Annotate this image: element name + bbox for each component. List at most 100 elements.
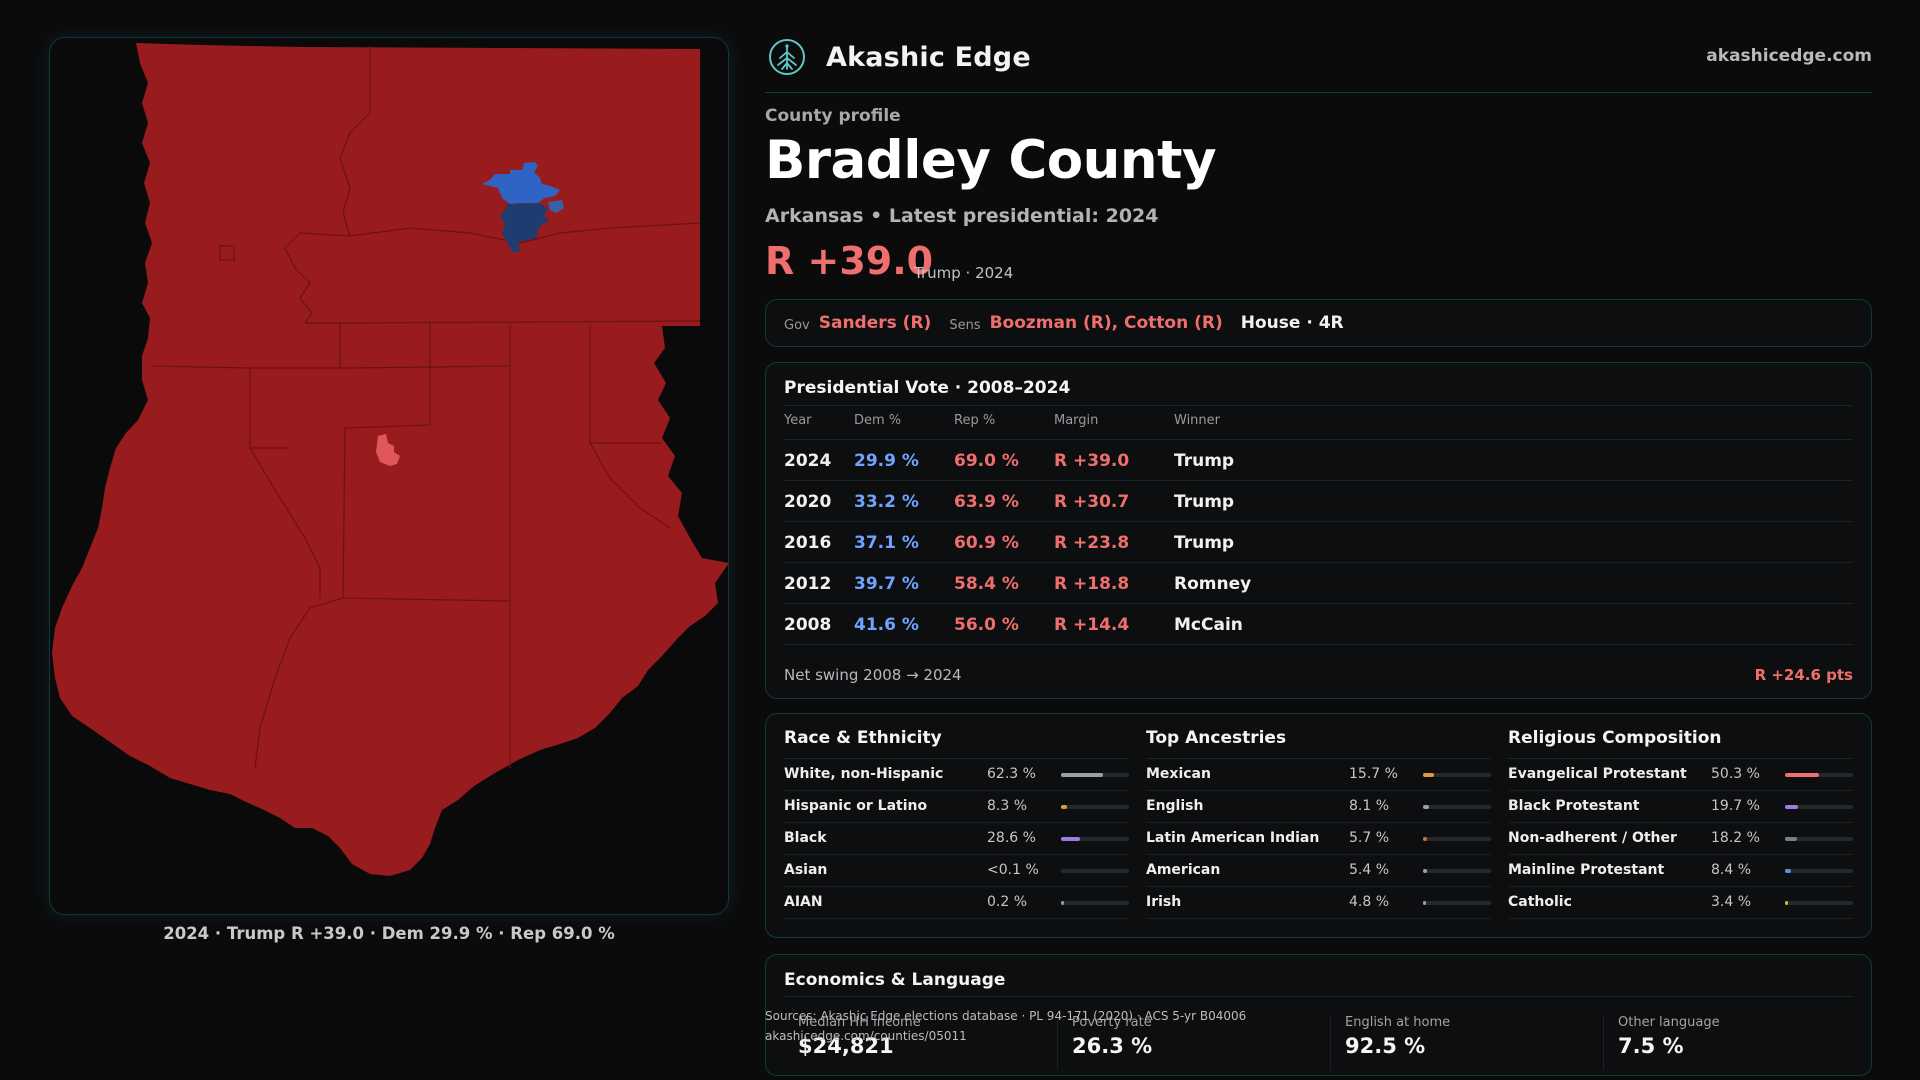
page-subtitle: Arkansas • Latest presidential: 2024	[765, 205, 1159, 227]
county-map[interactable]	[49, 37, 729, 915]
cell-dem: 33.2 %	[854, 492, 919, 512]
divider	[784, 439, 1853, 440]
bar-fill	[1785, 837, 1797, 841]
table-row[interactable]: 2012 39.7 % 58.4 % R +18.8 Romney	[784, 563, 1853, 604]
item-value: 62.3 %	[987, 766, 1036, 782]
item-label: Catholic	[1508, 894, 1572, 910]
metric-label: Other language	[1618, 1015, 1720, 1030]
sources-footnote: Sources: Akashic Edge elections database…	[765, 1006, 1246, 1046]
cell-year: 2016	[784, 533, 832, 553]
brand-url-link[interactable]: akashicedge.com	[1706, 46, 1872, 66]
dem-precincts[interactable]	[482, 162, 564, 252]
bar-fill	[1423, 837, 1427, 841]
list-item[interactable]: Catholic 3.4 %	[1508, 887, 1853, 919]
divider	[784, 758, 1129, 759]
cell-rep: 60.9 %	[954, 533, 1019, 553]
cell-year: 2012	[784, 574, 832, 594]
cell-rep: 63.9 %	[954, 492, 1019, 512]
cell-margin: R +18.8	[1054, 574, 1130, 594]
item-value: 18.2 %	[1711, 830, 1760, 846]
list-item[interactable]: Asian <0.1 %	[784, 855, 1129, 887]
cell-margin: R +30.7	[1054, 492, 1130, 512]
metric-english-at-home: English at home 92.5 %	[1330, 1015, 1595, 1070]
list-item[interactable]: Irish 4.8 %	[1146, 887, 1491, 919]
table-row[interactable]: 2020 33.2 % 63.9 % R +30.7 Trump	[784, 481, 1853, 522]
bar-fill	[1423, 805, 1429, 809]
race-ethnicity-section: Race & Ethnicity White, non-Hispanic 62.3…	[784, 714, 1129, 937]
item-value: 8.1 %	[1349, 798, 1390, 814]
item-label: White, non-Hispanic	[784, 766, 944, 782]
item-label: AIAN	[784, 894, 823, 910]
list-item[interactable]: Non-adherent / Other 18.2 %	[1508, 823, 1853, 855]
list-item[interactable]: American 5.4 %	[1146, 855, 1491, 887]
item-value: <0.1 %	[987, 862, 1039, 878]
list-item[interactable]: AIAN 0.2 %	[784, 887, 1129, 919]
economics-card: Economics & Language Median HH income $2…	[765, 954, 1872, 1076]
bar-fill	[1061, 805, 1067, 809]
headline-margin-note: Trump · 2024	[914, 264, 1014, 282]
list-item[interactable]: Latin American Indian 5.7 %	[1146, 823, 1491, 855]
item-label: Hispanic or Latino	[784, 798, 928, 814]
item-value: 50.3 %	[1711, 766, 1760, 782]
list-item[interactable]: Hispanic or Latino 8.3 %	[784, 791, 1129, 823]
bar-track	[1423, 805, 1491, 809]
cell-dem: 37.1 %	[854, 533, 919, 553]
divider	[784, 996, 1853, 997]
bar-track	[1061, 869, 1129, 873]
section-title: Race & Ethnicity	[784, 728, 942, 748]
cell-dem: 29.9 %	[854, 451, 919, 471]
bar-fill	[1785, 773, 1819, 777]
header-divider	[765, 92, 1872, 93]
rep-precinct-city[interactable]	[376, 434, 400, 466]
net-swing-label: Net swing 2008 → 2024	[784, 666, 962, 684]
map-caption: 2024 · Trump R +39.0 · Dem 29.9 % · Rep …	[163, 924, 615, 943]
cell-margin: R +39.0	[1054, 451, 1130, 471]
list-item[interactable]: English 8.1 %	[1146, 791, 1491, 823]
metric-other-language: Other language 7.5 %	[1603, 1015, 1868, 1070]
bar-track	[1423, 837, 1491, 841]
item-label: Asian	[784, 862, 828, 878]
col-header-margin: Margin	[1054, 413, 1099, 428]
item-label: Mexican	[1146, 766, 1211, 782]
item-label: American	[1146, 862, 1221, 878]
col-header-rep: Rep %	[954, 413, 996, 428]
divider	[784, 405, 1853, 406]
item-label: Black	[784, 830, 827, 846]
metric-value: 26.3 %	[1072, 1034, 1153, 1058]
cell-dem: 41.6 %	[854, 615, 919, 635]
item-value: 5.4 %	[1349, 862, 1390, 878]
county-boundaries	[150, 46, 701, 769]
item-value: 8.4 %	[1711, 862, 1752, 878]
table-row[interactable]: 2008 41.6 % 56.0 % R +14.4 McCain	[784, 604, 1853, 645]
brand[interactable]: Akashic Edge	[768, 38, 1031, 76]
table-row[interactable]: 2016 37.1 % 60.9 % R +23.8 Trump	[784, 522, 1853, 563]
bar-fill	[1061, 901, 1064, 905]
bar-track	[1061, 901, 1129, 905]
list-item[interactable]: White, non-Hispanic 62.3 %	[784, 759, 1129, 791]
page-eyebrow: County profile	[765, 106, 901, 126]
sources-line: Sources: Akashic Edge elections database…	[765, 1009, 1247, 1023]
net-swing-value: R +24.6 pts	[1754, 666, 1853, 684]
cell-winner: McCain	[1174, 615, 1243, 635]
item-label: Non-adherent / Other	[1508, 830, 1677, 846]
officials-card: Gov Sanders (R) Sens Boozman (R), Cotton…	[765, 299, 1872, 347]
bar-fill	[1423, 773, 1434, 777]
list-item[interactable]: Mainline Protestant 8.4 %	[1508, 855, 1853, 887]
bar-track	[1785, 837, 1853, 841]
senators-label: Sens	[949, 317, 981, 333]
bar-fill	[1785, 805, 1798, 809]
metric-value: 92.5 %	[1345, 1034, 1426, 1058]
list-item[interactable]: Black 28.6 %	[784, 823, 1129, 855]
item-value: 15.7 %	[1349, 766, 1398, 782]
cell-winner: Trump	[1174, 533, 1235, 553]
list-item[interactable]: Mexican 15.7 %	[1146, 759, 1491, 791]
table-row[interactable]: 2024 29.9 % 69.0 % R +39.0 Trump	[784, 440, 1853, 481]
list-item[interactable]: Evangelical Protestant 50.3 %	[1508, 759, 1853, 791]
county-map-svg	[52, 43, 728, 876]
list-item[interactable]: Black Protestant 19.7 %	[1508, 791, 1853, 823]
item-label: Mainline Protestant	[1508, 862, 1665, 878]
cell-dem: 39.7 %	[854, 574, 919, 594]
demographics-card: Race & Ethnicity White, non-Hispanic 62.3…	[765, 713, 1872, 938]
cell-margin: R +23.8	[1054, 533, 1130, 553]
source-url-link[interactable]: akashicedge.com/counties/05011	[765, 1029, 967, 1043]
